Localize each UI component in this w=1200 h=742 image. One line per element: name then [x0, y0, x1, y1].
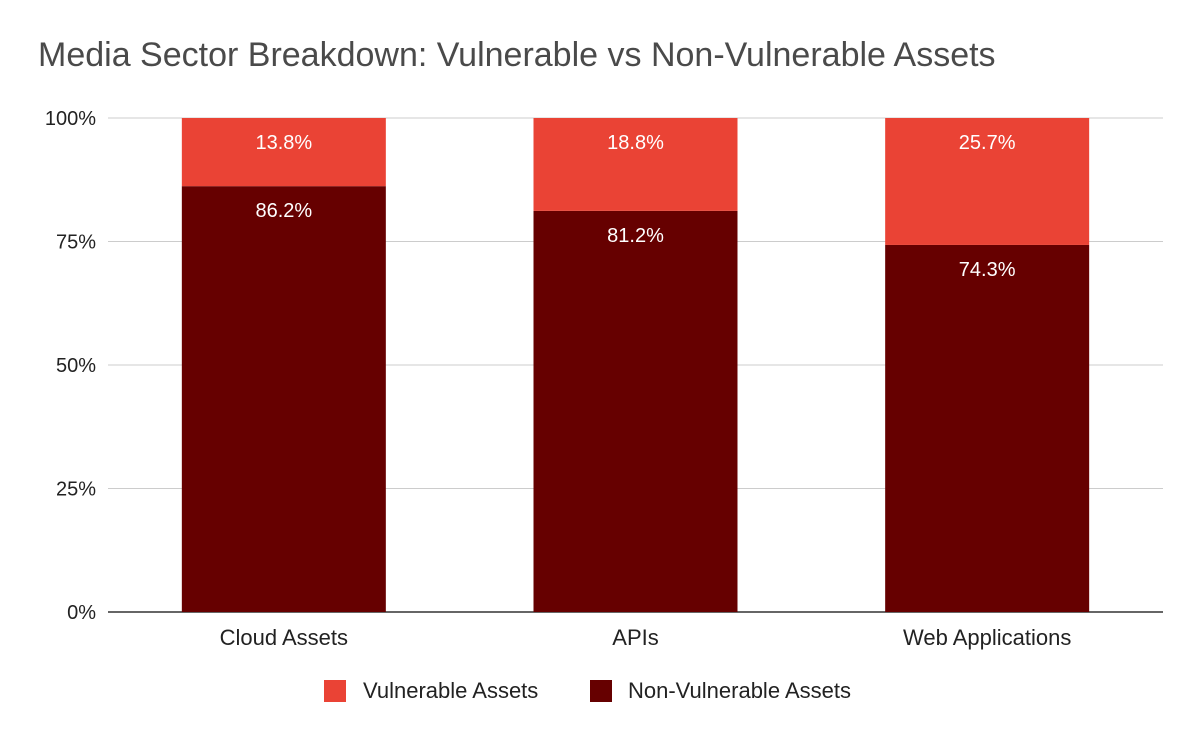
bar-non-vulnerable: [885, 244, 1090, 612]
legend-label: Vulnerable Assets: [363, 678, 538, 703]
x-category-label: APIs: [612, 625, 658, 650]
x-category-label: Cloud Assets: [220, 625, 348, 650]
y-axis-ticks: 0% 25% 50% 75% 100%: [45, 108, 96, 624]
y-tick-label: 100%: [45, 108, 96, 130]
legend-swatch: [590, 680, 612, 702]
data-label: 18.8%: [607, 132, 664, 154]
bar-vulnerable: [533, 118, 738, 211]
y-tick-label: 50%: [56, 355, 96, 377]
bar-vulnerable: [181, 118, 386, 187]
x-category-label: Web Applications: [903, 625, 1071, 650]
y-tick-label: 75%: [56, 232, 96, 254]
data-label: 74.3%: [959, 259, 1016, 281]
bar-non-vulnerable: [533, 210, 738, 612]
data-labels: 86.2% 13.8% 81.2% 18.8% 74.3% 25.7%: [255, 132, 1015, 281]
bar-vulnerable: [885, 118, 1090, 245]
data-label: 81.2%: [607, 225, 664, 247]
legend: Vulnerable Assets Non-Vulnerable Assets: [324, 678, 851, 703]
bar-non-vulnerable: [181, 186, 386, 612]
data-label: 25.7%: [959, 132, 1016, 154]
legend-label: Non-Vulnerable Assets: [628, 678, 851, 703]
x-axis-categories: Cloud Assets APIs Web Applications: [220, 625, 1072, 650]
chart-title: Media Sector Breakdown: Vulnerable vs No…: [38, 36, 996, 74]
y-tick-label: 0%: [67, 602, 96, 624]
data-label: 86.2%: [255, 200, 312, 222]
bars: [181, 118, 1090, 612]
y-tick-label: 25%: [56, 479, 96, 501]
legend-swatch: [324, 680, 346, 702]
data-label: 13.8%: [255, 132, 312, 154]
